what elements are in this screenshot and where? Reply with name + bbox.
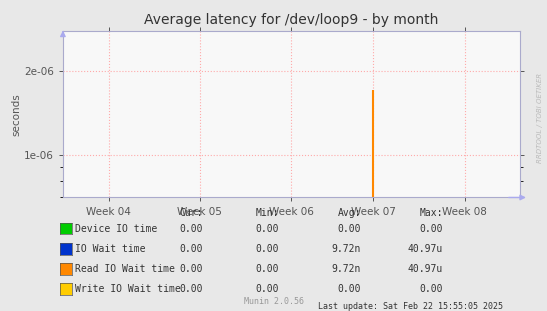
Text: 0.00: 0.00 [420, 284, 443, 294]
Text: 9.72n: 9.72n [331, 264, 361, 274]
Text: 0.00: 0.00 [179, 264, 202, 274]
Text: 40.97u: 40.97u [408, 244, 443, 254]
Text: 0.00: 0.00 [179, 224, 202, 234]
Text: 0.00: 0.00 [420, 224, 443, 234]
Text: 0.00: 0.00 [179, 244, 202, 254]
Text: 0.00: 0.00 [255, 244, 279, 254]
Text: 0.00: 0.00 [255, 224, 279, 234]
Text: 40.97u: 40.97u [408, 264, 443, 274]
Text: 0.00: 0.00 [255, 284, 279, 294]
Text: 0.00: 0.00 [337, 284, 361, 294]
Text: Max:: Max: [420, 208, 443, 218]
Text: Last update: Sat Feb 22 15:55:05 2025: Last update: Sat Feb 22 15:55:05 2025 [318, 302, 503, 311]
Text: Write IO Wait time: Write IO Wait time [75, 284, 181, 294]
Text: 0.00: 0.00 [255, 264, 279, 274]
Text: Avg:: Avg: [337, 208, 361, 218]
Text: Min:: Min: [255, 208, 279, 218]
Text: 0.00: 0.00 [179, 284, 202, 294]
Text: Device IO time: Device IO time [75, 224, 157, 234]
Text: 9.72n: 9.72n [331, 244, 361, 254]
Text: Munin 2.0.56: Munin 2.0.56 [243, 297, 304, 306]
Text: IO Wait time: IO Wait time [75, 244, 146, 254]
Y-axis label: seconds: seconds [11, 93, 21, 136]
Text: Cur:: Cur: [179, 208, 202, 218]
Text: Read IO Wait time: Read IO Wait time [75, 264, 175, 274]
Title: Average latency for /dev/loop9 - by month: Average latency for /dev/loop9 - by mont… [144, 13, 439, 27]
Text: RRDTOOL / TOBI OETIKER: RRDTOOL / TOBI OETIKER [537, 73, 543, 163]
Text: 0.00: 0.00 [337, 224, 361, 234]
